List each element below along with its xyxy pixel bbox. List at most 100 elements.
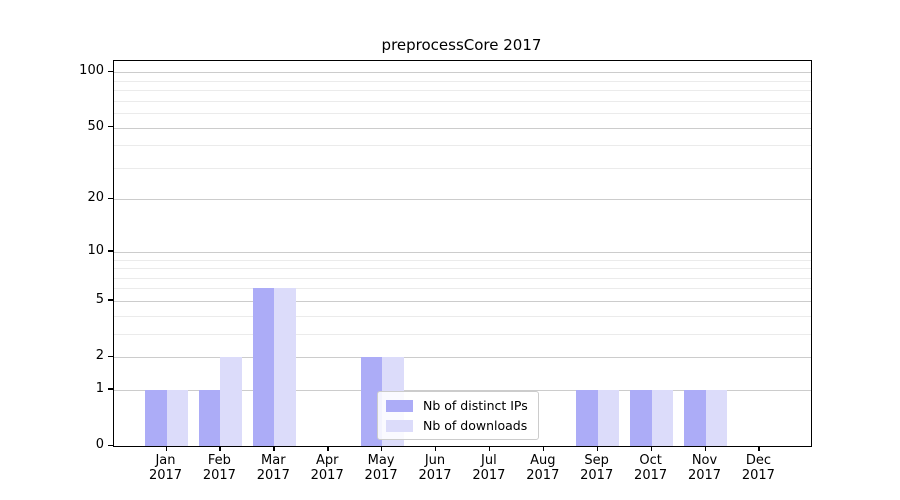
x-tick-label: Nov 2017: [677, 453, 733, 483]
gridline-major: [114, 199, 811, 201]
y-axis-tick: [108, 388, 113, 390]
y-axis-tick: [108, 197, 113, 200]
x-tick-label: Jun 2017: [407, 453, 463, 483]
x-axis-tick: [758, 446, 760, 451]
x-tick-year: 2017: [418, 468, 452, 483]
x-tick-year: 2017: [580, 468, 614, 483]
x-tick-month: Aug: [530, 453, 556, 468]
x-axis-tick: [219, 446, 221, 451]
bar-nb-of-distinct-ips: [360, 357, 383, 446]
x-axis-tick: [596, 446, 599, 451]
x-tick-label: Feb 2017: [191, 453, 247, 483]
x-tick-year: 2017: [256, 468, 290, 483]
y-tick-label: 10: [87, 242, 104, 258]
x-tick-month: May: [367, 453, 395, 468]
gridline-minor: [114, 100, 811, 102]
gridline-major: [114, 300, 811, 302]
gridline-minor: [114, 145, 811, 147]
legend-swatch: [386, 399, 413, 412]
x-tick-month: Jun: [424, 453, 446, 468]
bar-nb-of-downloads: [274, 288, 296, 446]
gridline-minor: [114, 259, 811, 261]
x-tick-label: Jul 2017: [461, 453, 517, 483]
gridline-major: [114, 389, 811, 391]
x-tick-month: Jul: [481, 453, 497, 468]
bar-nb-of-downloads: [597, 389, 620, 446]
legend: Nb of distinct IPs Nb of downloads: [377, 391, 539, 440]
x-tick-year: 2017: [472, 468, 506, 483]
x-tick-label: Apr 2017: [299, 453, 355, 483]
y-axis-tick: [108, 250, 113, 252]
x-tick-month: Apr: [315, 453, 339, 468]
x-tick-label: Dec 2017: [730, 453, 786, 483]
gridline-minor: [114, 167, 811, 169]
x-axis-tick: [381, 446, 383, 451]
x-tick-label: Aug 2017: [515, 453, 571, 483]
gridline-minor: [114, 90, 811, 92]
y-tick-label: 50: [87, 118, 104, 134]
bar-nb-of-distinct-ips: [576, 389, 598, 446]
gridline-major: [114, 72, 811, 74]
y-tick-label: 5: [95, 291, 104, 307]
x-tick-year: 2017: [526, 468, 560, 483]
gridline-minor: [114, 315, 811, 317]
bar-nb-of-distinct-ips: [145, 389, 167, 446]
x-tick-year: 2017: [741, 468, 775, 483]
x-tick-year: 2017: [148, 468, 183, 483]
gridline-minor: [114, 333, 811, 335]
x-tick-label: Jan 2017: [138, 453, 194, 483]
gridline-major: [114, 251, 811, 253]
x-axis-tick: [704, 446, 706, 451]
x-tick-year: 2017: [364, 468, 398, 483]
bar-nb-of-distinct-ips: [198, 389, 221, 446]
y-axis-tick: [108, 299, 113, 301]
gridline-minor: [114, 113, 811, 115]
x-tick-month: Oct: [639, 453, 662, 468]
x-axis-tick: [327, 446, 329, 451]
gridline-minor: [114, 268, 811, 270]
gridline-major: [114, 127, 811, 129]
bar-nb-of-distinct-ips: [252, 288, 275, 446]
x-tick-year: 2017: [634, 468, 668, 483]
bar-nb-of-distinct-ips: [684, 389, 706, 446]
x-tick-year: 2017: [202, 468, 236, 483]
y-axis-tick: [108, 70, 113, 73]
bar-nb-of-downloads: [651, 389, 674, 446]
bar-nb-of-downloads: [166, 389, 188, 446]
gridline-minor: [114, 80, 811, 82]
x-tick-year: 2017: [687, 468, 722, 483]
y-tick-label: 0: [95, 437, 104, 452]
y-tick-label: 2: [95, 348, 104, 364]
bar-nb-of-downloads: [220, 357, 242, 446]
legend-entry: Nb of distinct IPs: [386, 398, 528, 413]
x-tick-month: Jan: [155, 453, 176, 468]
legend-entry: Nb of downloads: [386, 418, 528, 433]
x-tick-label: Oct 2017: [623, 453, 679, 483]
plot-area: [113, 60, 812, 447]
chart-title: preprocessCore 2017: [381, 36, 542, 54]
y-tick-label: 20: [87, 190, 104, 206]
x-tick-label: Mar 2017: [245, 453, 301, 483]
gridline-minor: [114, 277, 811, 279]
x-tick-month: Sep: [584, 453, 609, 468]
gridline-minor: [114, 288, 811, 290]
x-tick-month: Dec: [745, 453, 771, 468]
x-axis-tick: [435, 446, 437, 451]
x-tick-label: May 2017: [353, 453, 409, 483]
x-tick-month: Feb: [207, 453, 231, 468]
legend-label: Nb of downloads: [423, 418, 528, 433]
y-tick-label: 1: [95, 380, 104, 396]
x-axis-tick: [165, 446, 167, 451]
y-axis-tick: [108, 126, 113, 128]
y-axis-tick: [108, 355, 113, 357]
x-tick-month: Nov: [691, 453, 718, 468]
x-tick-label: Sep 2017: [569, 453, 625, 483]
y-tick-label: 100: [79, 63, 104, 79]
legend-label: Nb of distinct IPs: [423, 398, 528, 413]
bar-nb-of-distinct-ips: [630, 389, 652, 446]
x-tick-month: Mar: [261, 453, 286, 468]
gridline-major: [114, 357, 811, 359]
y-axis-tick: [108, 444, 113, 446]
legend-swatch: [386, 419, 413, 432]
